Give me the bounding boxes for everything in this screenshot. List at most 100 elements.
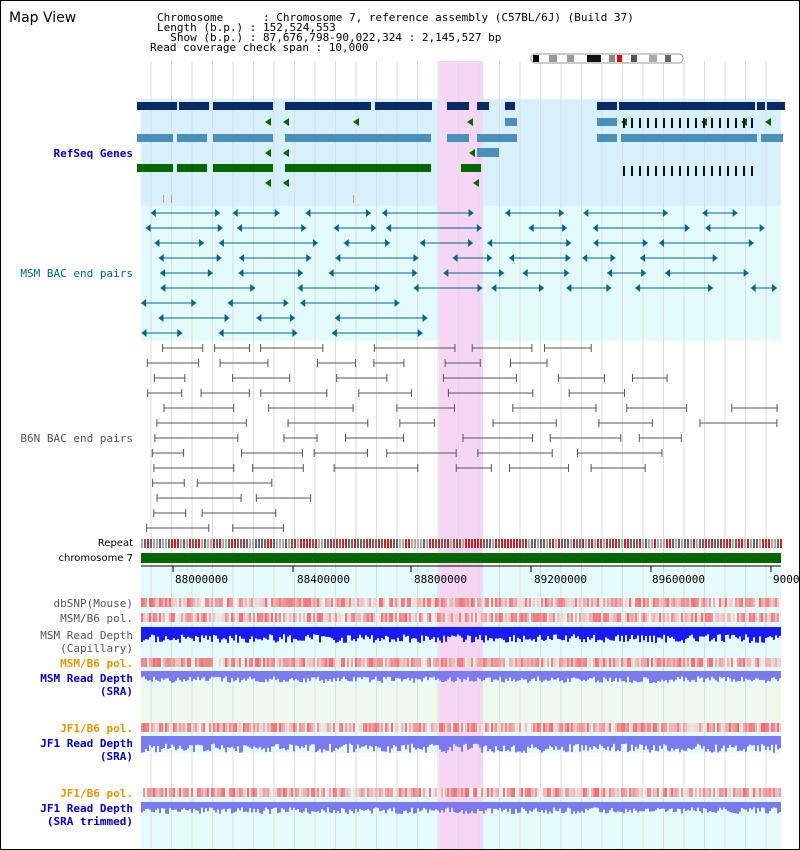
track-label-msm-depth-sra[interactable]: MSM Read Depth [40,672,133,685]
refseq-gene [179,102,209,110]
track-label-dbsnp[interactable]: dbSNP(Mouse) [53,597,133,610]
track-label-jf1-b6-pol-2[interactable]: JF1/B6 pol. [60,787,133,800]
msm-b6-pol-cell [681,613,683,622]
track-label-jf1-b6-pol-1[interactable]: JF1/B6 pol. [60,722,133,735]
dbsnp-cell [461,598,463,607]
jf1-depth-trimmed-bar [433,802,435,811]
msm-depth-capillary-bar [545,627,547,640]
jf1-b6-pol-cell [141,723,143,732]
dbsnp-cell [243,598,245,607]
dbsnp-cell [691,598,693,607]
dbsnp-cell [253,598,255,607]
msm-b6-pol-cell [481,658,483,667]
jf1-b6-pol-cell [519,723,521,732]
jf1-b6-pol-cell [441,723,443,732]
jf1-b6-pol-cell [617,788,619,797]
msm-depth-capillary-bar [677,627,679,642]
msm-depth-sra-bar [283,671,285,680]
msm-depth-sra-bar [301,671,303,683]
jf1-b6-pol-cell [173,723,175,732]
msm-depth-capillary-bar [473,627,475,642]
dbsnp-cell [547,598,549,607]
msm-depth-sra-bar [187,671,189,681]
axis-tick-label: 89200000 [534,573,587,586]
msm-depth-capillary-bar [459,627,461,636]
jf1-depth-trimmed-bar [625,802,627,809]
track-label-msm-depth-capillary[interactable]: MSM Read Depth [40,629,133,642]
jf1-b6-pol-cell [551,788,553,797]
track-label-jf1-depth-trimmed[interactable]: JF1 Read Depth [40,802,133,815]
msm-depth-sra-bar [463,671,465,679]
dbsnp-cell [449,598,451,607]
track-label-b6n-bac[interactable]: B6N BAC end pairs [20,432,133,445]
jf1-b6-pol-cell [483,788,485,797]
msm-b6-pol-cell [397,658,399,667]
track-label-jf1-depth-sra[interactable]: JF1 Read Depth [40,737,133,750]
msm-bac-end [365,209,371,217]
jf1-b6-pol-cell [437,723,439,732]
jf1-depth-sra-bar [531,736,533,745]
jf1-depth-trimmed-bar [185,802,187,810]
jf1-depth-sra-bar [765,736,767,750]
jf1-b6-pol-cell [325,788,327,797]
msm-b6-pol-cell [657,658,659,667]
dbsnp-cell [553,598,555,607]
jf1-depth-sra-bar [455,736,457,746]
track-label-chromosome[interactable]: chromosome 7 [58,553,133,564]
jf1-b6-pol-cell [387,788,389,797]
jf1-depth-trimmed-bar [155,802,157,810]
track-label-msm-b6-pol-2[interactable]: MSM/B6 pol. [60,657,133,670]
msm-b6-pol-cell [425,613,427,622]
jf1-b6-pol-cell [315,788,317,797]
msm-b6-pol-cell [289,658,291,667]
msm-b6-pol-cell [173,613,175,622]
msm-depth-capillary-bar [427,627,429,637]
msm-b6-pol-cell [307,613,309,622]
dbsnp-cell [739,598,741,607]
msm-b6-pol-cell [685,613,687,622]
exon-tick [639,118,641,128]
jf1-depth-sra-bar [621,736,623,745]
jf1-depth-trimmed-bar [323,802,325,811]
jf1-depth-trimmed-bar [539,802,541,812]
exon-tick [727,166,729,176]
gene-arrow [265,149,271,157]
msm-b6-pol-cell [625,658,627,667]
jf1-depth-sra-bar [585,736,587,746]
jf1-depth-sra-bar [313,736,315,745]
msm-b6-pol-cell [141,613,143,622]
msm-b6-pol-cell [725,658,727,667]
jf1-depth-trimmed-bar [151,802,153,812]
msm-b6-pol-cell [445,658,447,667]
msm-depth-capillary-bar [165,627,167,637]
msm-b6-pol-cell [503,613,505,622]
track-label-refseq[interactable]: RefSeq Genes [53,147,133,160]
track-label-msm-bac[interactable]: MSM BAC end pairs [20,267,133,280]
jf1-b6-pol-cell [595,723,597,732]
jf1-b6-pol-cell [587,788,589,797]
msm-b6-pol-cell [669,613,671,622]
msm-depth-sra-bar [439,671,441,681]
jf1-depth-sra-bar [285,736,287,751]
msm-depth-capillary-bar [483,627,485,643]
msm-depth-sra-bar [779,671,781,679]
msm-depth-sra-bar [775,671,777,680]
msm-b6-pol-cell [505,658,507,667]
dbsnp-cell [371,598,373,607]
jf1-b6-pol-cell [731,788,733,797]
jf1-b6-pol-cell [355,788,357,797]
jf1-depth-trimmed-bar [305,802,307,808]
msm-b6-pol-cell [503,658,505,667]
jf1-depth-trimmed-bar [263,802,265,811]
jf1-b6-pol-cell [145,723,147,732]
track-label-repeat[interactable]: Repeat [97,538,133,549]
length-info: Length (b.p.) : 152,524,553 [157,21,336,34]
repeat-mark [171,539,173,548]
msm-depth-sra-bar [653,671,655,683]
repeat-mark [705,539,707,548]
jf1-b6-pol-cell [271,788,273,797]
msm-depth-sra-bar [217,671,219,677]
repeat-mark [261,539,263,548]
track-label-msm-b6-pol-1[interactable]: MSM/B6 pol. [60,612,133,625]
